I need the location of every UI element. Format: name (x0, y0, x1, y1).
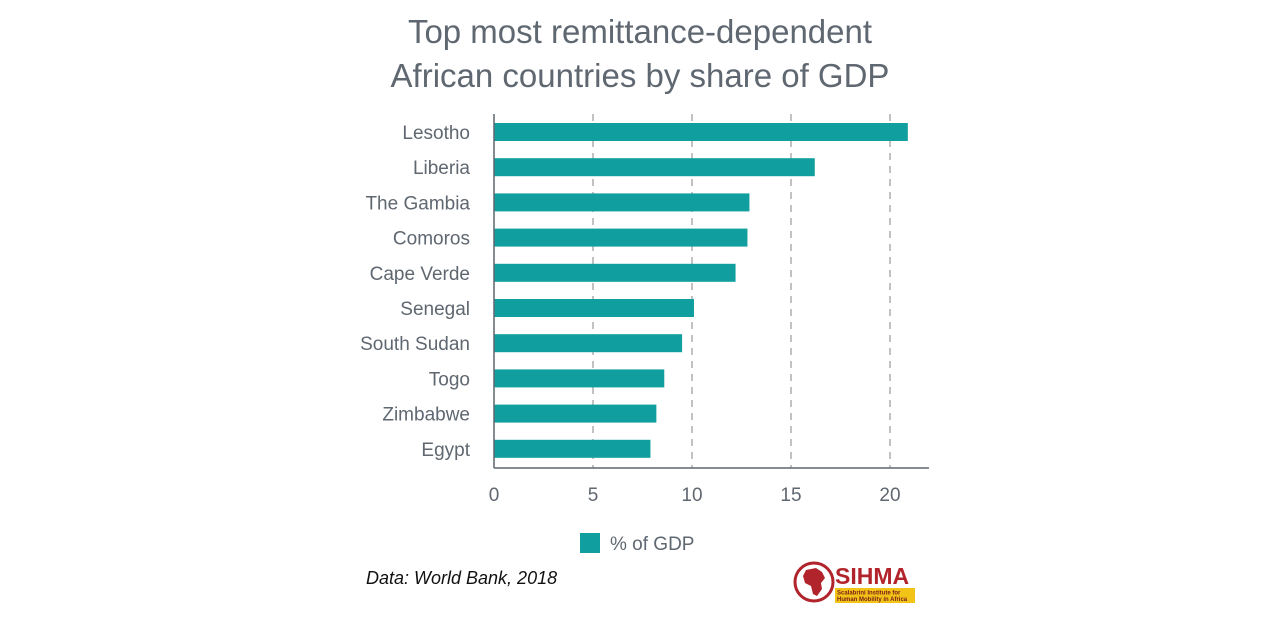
tick-labels: 0 5 10 15 20 (489, 485, 901, 506)
legend: % of GDP (580, 533, 694, 555)
bar-comoros (494, 228, 748, 247)
category-label: Togo (429, 369, 470, 390)
bar-zimbabwe (494, 404, 657, 423)
logo-wordmark: SIHMA (835, 563, 909, 589)
x-tick-label: 15 (780, 485, 801, 506)
x-tick-label: 0 (489, 485, 500, 506)
bar-senegal (494, 299, 694, 317)
x-tick-label: 5 (588, 485, 599, 506)
bars (494, 123, 908, 458)
category-label: South Sudan (360, 334, 470, 355)
category-label: Egypt (421, 440, 470, 461)
x-tick-label: 20 (879, 485, 900, 506)
bar-the-gambia (494, 193, 750, 212)
category-label: The Gambia (365, 193, 470, 214)
legend-label: % of GDP (610, 534, 694, 555)
chart-title-line-2: African countries by share of GDP (390, 57, 890, 94)
chart-title-line-1: Top most remittance-dependent (407, 13, 873, 50)
category-label: Liberia (413, 158, 470, 179)
x-tick-label: 10 (681, 485, 702, 506)
category-label: Senegal (400, 299, 470, 320)
bar-egypt (494, 439, 651, 458)
legend-swatch (580, 533, 600, 553)
bar-togo (494, 369, 665, 388)
category-label: Zimbabwe (382, 405, 470, 426)
bar-cape-verde (494, 263, 736, 282)
category-label: Comoros (393, 229, 470, 250)
logo-subtitle-line-1: Scalabrini Institute for (837, 591, 901, 597)
chart-title: Top most remittance-dependent African co… (0, 10, 1280, 98)
axes (493, 114, 929, 469)
category-labels: Lesotho Liberia The Gambia Comoros Cape Verd… (360, 123, 471, 461)
logo-subtitle-band (835, 588, 915, 603)
africa-map-icon (803, 568, 825, 596)
category-label: Cape Verde (370, 264, 470, 285)
logo-subtitle-line-2: Human Mobility in Africa (837, 597, 908, 603)
sihma-logo: SIHMA Scalabrini Institute for Human Mob… (793, 561, 915, 603)
source-note: Data: World Bank, 2018 (366, 568, 558, 588)
globe-icon (793, 561, 835, 603)
category-label: Lesotho (402, 123, 470, 144)
bar-south-sudan (494, 334, 683, 353)
bar-liberia (494, 158, 815, 177)
bar-lesotho (494, 123, 908, 141)
